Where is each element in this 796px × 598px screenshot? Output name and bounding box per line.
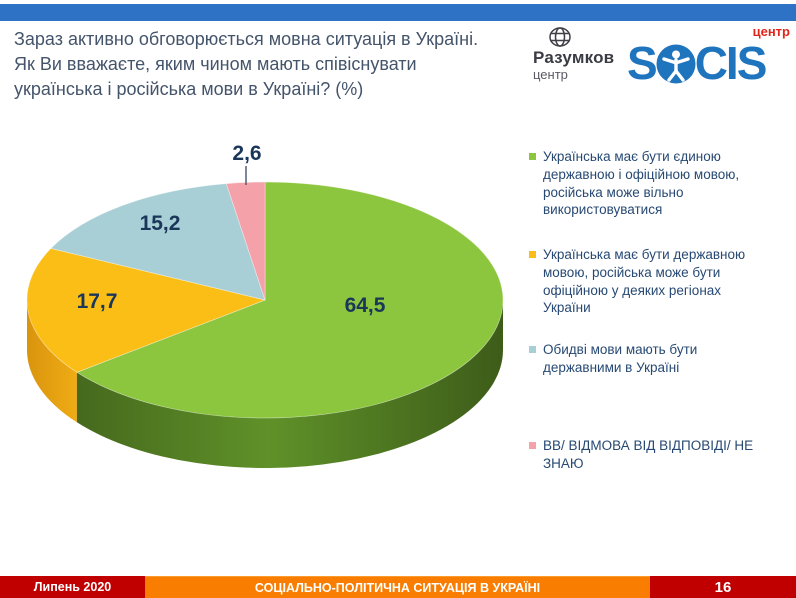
razumkov-subtitle: центр <box>533 67 568 82</box>
pie-chart-canvas <box>26 166 504 469</box>
pie-chart: 64,5 17,7 15,2 2,6 <box>0 130 520 590</box>
legend-marker-green <box>529 153 536 160</box>
legend-item: Українська має бути державною мовою, рос… <box>529 246 765 317</box>
footer-bar: Липень 2020 СОЦІАЛЬНО-ПОЛІТИЧНА СИТУАЦІЯ… <box>0 576 796 598</box>
legend-item: Обидві мови мають бути державними в Укра… <box>529 341 765 377</box>
globe-icon <box>549 27 571 47</box>
page-number: 16 <box>650 576 796 598</box>
socis-letter-s: S <box>627 37 658 89</box>
data-label-2-6: 2,6 <box>232 142 262 165</box>
socis-logo: центр S CIS <box>627 22 796 90</box>
legend-label: Українська має бути єдиною державною і о… <box>543 149 740 218</box>
razumkov-logo: Разумков центр <box>533 26 629 82</box>
legend-item: ВВ/ ВІДМОВА ВІД ВІДПОВІДІ/ НЕ ЗНАЮ <box>529 437 765 473</box>
pie-slice-ukrainian-only <box>76 181 504 419</box>
vitruvian-man-icon <box>656 44 696 84</box>
socis-letters-cis: CIS <box>694 37 768 89</box>
data-label-17-7: 17,7 <box>76 290 118 313</box>
pie-slice-both-state <box>50 183 266 301</box>
footer-title: СОЦІАЛЬНО-ПОЛІТИЧНА СИТУАЦІЯ В УКРАЇНІ <box>145 576 650 598</box>
top-accent-bar <box>0 4 796 21</box>
title-line-1: Зараз активно обговорюється мовна ситуац… <box>14 29 479 49</box>
legend-label: ВВ/ ВІДМОВА ВІД ВІДПОВІДІ/ НЕ ЗНАЮ <box>543 438 754 471</box>
legend-marker-yellow <box>529 251 536 258</box>
legend-label: Обидві мови мають бути державними в Укра… <box>543 342 698 375</box>
title-line-2: Як Ви вважаєте, яким чином мають співісн… <box>14 54 417 74</box>
footer-date: Липень 2020 <box>0 576 145 598</box>
legend-marker-pink <box>529 442 536 449</box>
razumkov-name: Разумков <box>533 48 615 67</box>
pie-rim-green <box>76 300 504 469</box>
page-title: Зараз активно обговорюється мовна ситуац… <box>14 27 539 102</box>
pie-slice-russian-regional <box>26 248 267 373</box>
data-label-15-2: 15,2 <box>139 212 181 235</box>
socis-subtitle: центр <box>752 24 790 39</box>
legend-marker-blue <box>529 346 536 353</box>
legend-label: Українська має бути державною мовою, рос… <box>543 247 746 316</box>
title-line-3: українська і російська мови в Україні? (… <box>14 79 364 99</box>
socis-wordmark: S CIS <box>627 36 768 90</box>
data-label-64-5: 64,5 <box>344 294 386 317</box>
pie-rim-yellow <box>26 300 77 423</box>
legend-item: Українська має бути єдиною державною і о… <box>529 148 765 219</box>
